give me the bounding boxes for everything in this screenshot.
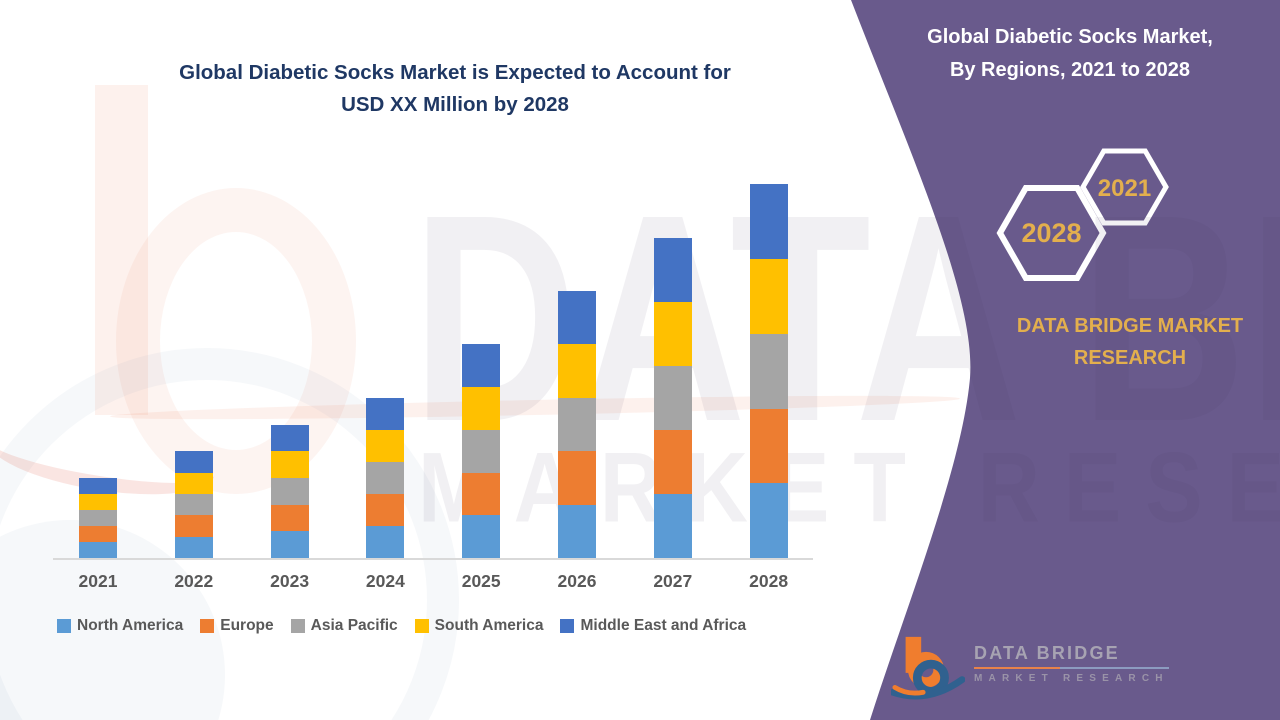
bar-column bbox=[749, 184, 788, 558]
bar-segment-asia-pacific bbox=[749, 333, 788, 409]
legend-item: North America bbox=[57, 617, 183, 635]
bar-segment-south-america bbox=[653, 301, 692, 366]
chart-title-line2: USD XX Million by 2028 bbox=[341, 92, 569, 116]
legend-label: Middle East and Africa bbox=[580, 617, 747, 634]
bar-column bbox=[174, 451, 213, 558]
bar-segment-north-america bbox=[558, 504, 596, 558]
bar-segment-south-america bbox=[749, 259, 788, 334]
bar-segment-asia-pacific bbox=[558, 397, 596, 452]
hexagon-2021-label: 2021 bbox=[1098, 175, 1151, 202]
legend: North America Europe Asia Pacific South Ame… bbox=[57, 617, 746, 635]
brand-text-line2: RESEARCH bbox=[1073, 347, 1187, 369]
bar-segment-europe bbox=[653, 429, 692, 494]
bar-segment-north-america bbox=[366, 525, 405, 558]
bar-column bbox=[653, 237, 692, 558]
hexagon-2021 bbox=[1080, 148, 1169, 226]
hexagon-2028 bbox=[996, 185, 1107, 281]
bar-segment-north-america bbox=[270, 531, 309, 558]
bar-segment-middle-east-and-africa bbox=[558, 291, 596, 345]
bar-segment-middle-east-and-africa bbox=[174, 451, 213, 473]
bar-column bbox=[558, 291, 596, 558]
legend-swatch bbox=[290, 619, 305, 633]
bar-segment-north-america bbox=[653, 493, 692, 558]
legend-label: South America bbox=[434, 617, 544, 634]
bar-segment-asia-pacific bbox=[270, 477, 309, 505]
legend-label: Asia Pacific bbox=[310, 617, 398, 634]
legend-swatch bbox=[57, 619, 71, 633]
legend-label: North America bbox=[77, 617, 184, 634]
bar-segment-north-america bbox=[749, 483, 788, 558]
bar-column bbox=[366, 397, 405, 558]
bar-segment-south-america bbox=[366, 429, 405, 462]
bar-segment-middle-east-and-africa bbox=[462, 344, 501, 388]
bar-column bbox=[462, 344, 501, 558]
legend-swatch bbox=[560, 619, 575, 633]
bar-segment-europe bbox=[174, 515, 213, 537]
bar-segment-asia-pacific bbox=[174, 493, 213, 516]
legend-swatch bbox=[414, 619, 429, 633]
bar-segment-europe bbox=[749, 408, 788, 484]
brand-text: DATA BRIDGE MARKET RESEARCH bbox=[975, 310, 1280, 374]
side-panel-background bbox=[851, 0, 1280, 720]
bar-column bbox=[79, 477, 117, 558]
dbmr-logo-icon bbox=[891, 636, 965, 700]
bar-segment-middle-east-and-africa bbox=[366, 397, 405, 430]
hexagon-2028-label: 2028 bbox=[1021, 218, 1081, 248]
bar-segment-south-america bbox=[462, 387, 501, 430]
bar-segment-europe bbox=[79, 525, 117, 542]
side-panel-title-line1: Global Diabetic Socks Market, bbox=[927, 26, 1213, 48]
dbmr-logo-wordmark: DATA BRIDGE MARKET RESEARCH bbox=[974, 634, 1169, 684]
bar-segment-asia-pacific bbox=[79, 509, 117, 526]
x-axis-line bbox=[53, 558, 813, 560]
bar-segment-south-america bbox=[558, 344, 596, 398]
dbmr-logo-subtext: MARKET RESEARCH bbox=[974, 673, 1169, 684]
legend-item: Middle East and Africa bbox=[560, 617, 746, 635]
bar-segment-middle-east-and-africa bbox=[79, 477, 117, 494]
bar-segment-asia-pacific bbox=[366, 461, 405, 494]
dbmr-logo: DATA BRIDGE MARKET RESEARCH bbox=[891, 634, 1169, 700]
bar-segment-north-america bbox=[462, 515, 501, 558]
bar-segment-asia-pacific bbox=[653, 365, 692, 430]
bar-segment-middle-east-and-africa bbox=[653, 237, 692, 302]
bar-segment-middle-east-and-africa bbox=[270, 424, 309, 452]
legend-swatch bbox=[200, 619, 215, 633]
legend-item: Asia Pacific bbox=[290, 617, 398, 635]
side-panel-title-line2: By Regions, 2021 to 2028 bbox=[949, 59, 1191, 81]
bar-segment-europe bbox=[270, 504, 309, 532]
bar-segment-north-america bbox=[174, 536, 213, 558]
legend-label: Europe bbox=[220, 617, 274, 634]
side-panel-title: Global Diabetic Socks Market, By Regions… bbox=[905, 21, 1235, 87]
bar-segment-europe bbox=[366, 493, 405, 526]
bar-segment-south-america bbox=[79, 493, 117, 510]
bar-segment-asia-pacific bbox=[462, 429, 501, 473]
chart-title: Global Diabetic Socks Market is Expected… bbox=[110, 57, 800, 121]
chart-title-line1: Global Diabetic Socks Market is Expected… bbox=[179, 61, 731, 84]
bars-group bbox=[79, 184, 788, 558]
bar-segment-south-america bbox=[270, 451, 309, 478]
bar-column bbox=[270, 424, 309, 558]
legend-item: Europe bbox=[200, 617, 274, 635]
brand-text-line1: DATA BRIDGE MARKET bbox=[1016, 315, 1244, 337]
bar-segment-europe bbox=[558, 451, 596, 505]
dbmr-logo-underline bbox=[974, 667, 1169, 669]
bar-segment-europe bbox=[462, 472, 501, 516]
dbmr-logo-name: DATA BRIDGE bbox=[974, 643, 1120, 663]
bar-segment-south-america bbox=[174, 472, 213, 494]
legend-item: South America bbox=[414, 617, 544, 635]
bar-segment-middle-east-and-africa bbox=[749, 184, 788, 259]
bar-segment-north-america bbox=[79, 541, 117, 558]
